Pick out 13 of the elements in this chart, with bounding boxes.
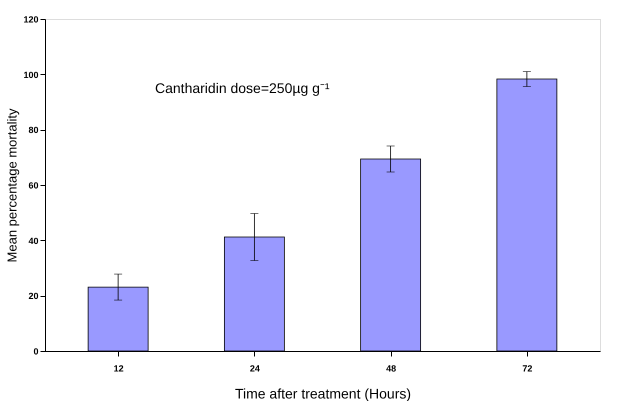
y-tick-label: 40 <box>28 236 38 246</box>
x-tick-label: 72 <box>522 364 532 374</box>
y-tick-label: 100 <box>23 70 38 80</box>
x-tick-label: 48 <box>386 364 396 374</box>
annotation: Cantharidin dose=250µg g⁻¹ <box>155 80 330 96</box>
x-tick-label: 12 <box>114 364 124 374</box>
x-tick-label: 24 <box>250 364 260 374</box>
y-tick-label: 120 <box>23 14 38 24</box>
y-axis-title: Mean percentage mortality <box>4 108 20 262</box>
y-tick-label: 20 <box>28 291 38 302</box>
y-tick-label: 80 <box>28 125 38 136</box>
y-tick-label: 0 <box>33 346 38 356</box>
y-tick-label: 60 <box>28 180 38 190</box>
